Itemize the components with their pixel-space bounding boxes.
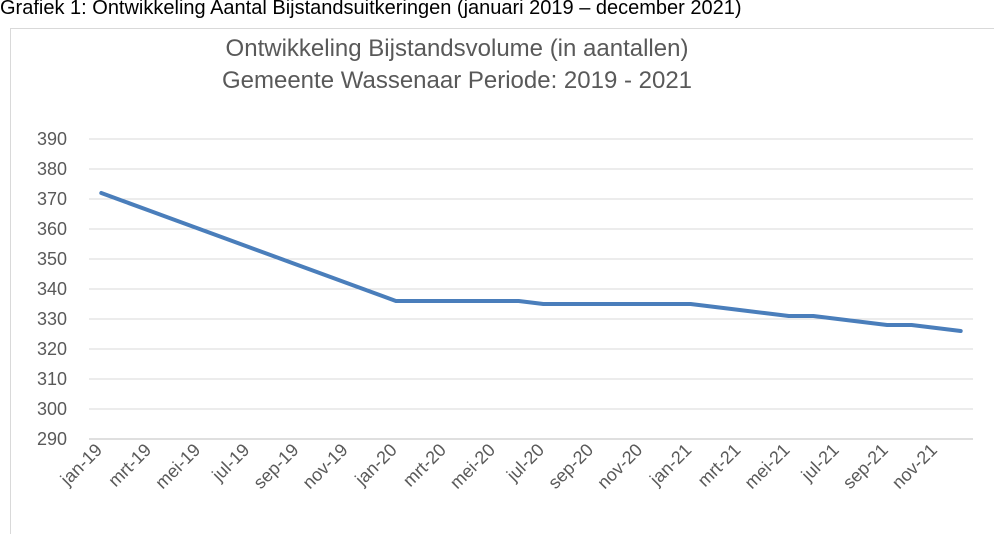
x-tick-label: mei-19: [151, 440, 204, 493]
x-tick-label: mei-21: [741, 440, 794, 493]
x-tick-label: mei-20: [446, 440, 499, 493]
x-tick-label: nov-19: [299, 440, 352, 493]
y-tick-label: 380: [37, 159, 67, 179]
chart-title: Ontwikkeling Bijstandsvolume (in aantall…: [226, 35, 689, 62]
x-tick-label: nov-21: [888, 440, 941, 493]
y-tick-label: 350: [37, 249, 67, 269]
x-tick-label: sep-21: [839, 440, 892, 493]
x-tick-label: jul-20: [502, 440, 548, 486]
chart-subtitle: Gemeente Wassenaar Periode: 2019 - 2021: [222, 67, 692, 94]
y-tick-label: 340: [37, 279, 67, 299]
x-tick-label: jan-20: [351, 440, 401, 490]
x-tick-label: jul-21: [797, 440, 843, 486]
x-tick-label: sep-19: [249, 440, 302, 493]
x-tick-label: mrt-21: [694, 440, 745, 491]
y-tick-label: 290: [37, 429, 67, 449]
y-tick-label: 310: [37, 369, 67, 389]
x-tick-label: mrt-19: [104, 440, 155, 491]
x-tick-label: jan-21: [645, 440, 695, 490]
x-tick-label: jul-19: [207, 440, 253, 486]
data-line: [99, 191, 963, 333]
chart-border: [10, 28, 994, 534]
x-tick-label: sep-20: [544, 440, 597, 493]
y-tick-label: 330: [37, 309, 67, 329]
x-tick-label: mrt-20: [399, 440, 450, 491]
y-tick-label: 390: [37, 129, 67, 149]
x-tick-label: nov-20: [593, 440, 646, 493]
y-tick-label: 320: [37, 339, 67, 359]
y-tick-label: 370: [37, 189, 67, 209]
y-tick-label: 300: [37, 399, 67, 419]
y-tick-label: 360: [37, 219, 67, 239]
caption: Grafiek 1: Ontwikkeling Aantal Bijstands…: [0, 0, 742, 19]
